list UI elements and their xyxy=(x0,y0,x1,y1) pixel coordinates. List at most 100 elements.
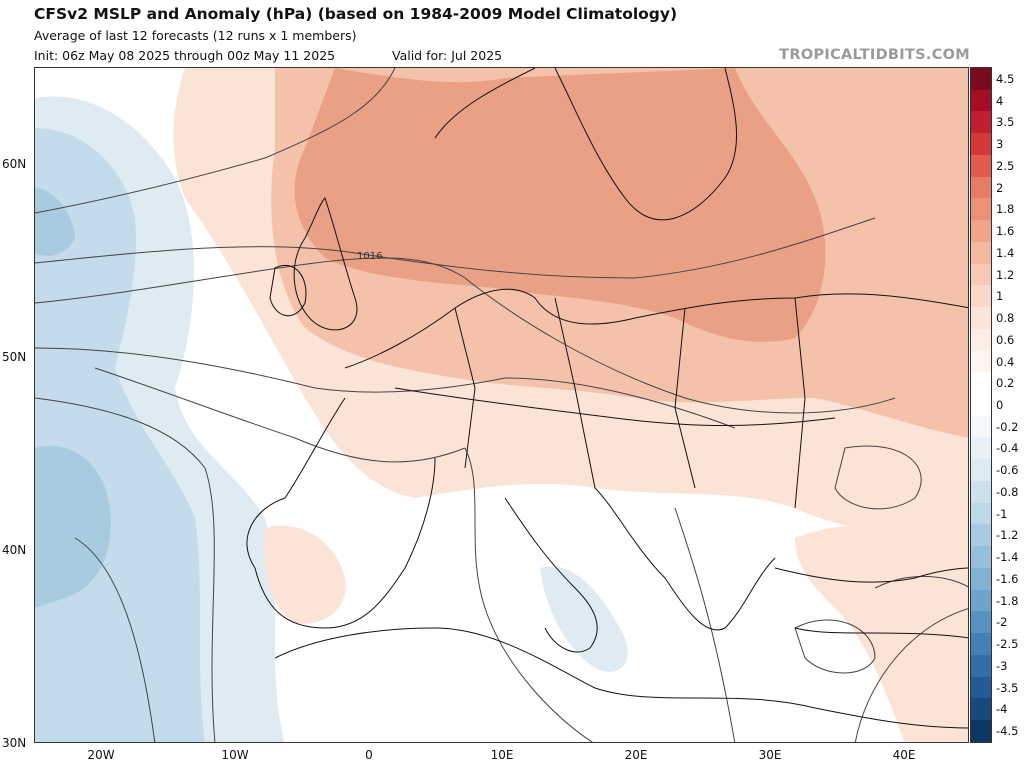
colorbar-segment xyxy=(971,480,991,503)
colorbar-segment xyxy=(971,220,991,242)
colorbar-segment xyxy=(971,372,991,395)
isobar-12 xyxy=(874,576,968,589)
init-range: Init: 06z May 08 2025 through 00z May 11… xyxy=(34,48,336,63)
isobar-8 xyxy=(464,447,593,742)
positive-anomaly-strong xyxy=(294,68,826,342)
colorbar-tick-label: 1.4 xyxy=(996,245,1015,260)
coast-ireland xyxy=(269,265,307,316)
lat-label-30n: 30N xyxy=(2,736,27,750)
colorbar-tick-label: 0.2 xyxy=(996,376,1015,391)
colorbar-tick-label: 1.8 xyxy=(996,202,1015,217)
colorbar-segment xyxy=(971,241,991,264)
colorbar-tick-label: -4.5 xyxy=(996,724,1019,739)
colorbar-segment xyxy=(971,654,991,677)
colorbar-segment xyxy=(971,263,991,286)
map-canvas: 1016 xyxy=(35,68,968,742)
isobar-2 xyxy=(35,217,876,279)
colorbar-tick-label: 0 xyxy=(996,398,1004,412)
colorbar-segment xyxy=(971,328,991,351)
colorbar-tick-label: -0.2 xyxy=(996,419,1019,434)
colorbar-segment xyxy=(971,307,991,329)
lon-label-30e: 30E xyxy=(758,748,782,762)
colorbar-segment xyxy=(971,633,991,655)
isobar-1 xyxy=(35,68,396,214)
colorbar-tick-label: 4.5 xyxy=(996,71,1015,86)
border-inland-3 xyxy=(674,307,696,489)
colorbar-tick-label: 3 xyxy=(996,137,1004,152)
colorbar-tick-label: -2.5 xyxy=(996,637,1019,652)
lat-label-50n: 50N xyxy=(2,350,27,364)
colorbar-tick-label: -1 xyxy=(996,506,1008,521)
lon-label-20w: 20W xyxy=(87,748,115,762)
colorbar-segment xyxy=(971,154,991,177)
border-inland-4 xyxy=(794,297,806,509)
colorbar-segment xyxy=(971,133,991,155)
isobar-11 xyxy=(794,619,876,674)
colorbar-segment xyxy=(971,89,991,112)
colorbar-tick-label: 0.4 xyxy=(996,354,1015,369)
anomaly-colorbar xyxy=(970,67,992,743)
colorbar-tick-label: -4 xyxy=(996,702,1008,717)
lon-label-20e: 20E xyxy=(624,748,648,762)
lon-label-40e: 40E xyxy=(892,748,916,762)
colorbar-tick-label: -2 xyxy=(996,615,1008,630)
colorbar-segment xyxy=(971,285,991,308)
coast-italy xyxy=(504,497,598,653)
colorbar-segment xyxy=(971,502,991,525)
colorbar-segment xyxy=(971,524,991,547)
colorbar-tick-label: -1.2 xyxy=(996,528,1019,543)
colorbar-tick-label: 0.8 xyxy=(996,311,1015,326)
isobar-7 xyxy=(74,537,156,742)
colorbar-segment xyxy=(971,68,991,90)
isobar-5 xyxy=(35,397,216,742)
negative-anomaly-north xyxy=(35,188,75,256)
colorbar-segment xyxy=(971,111,991,134)
colorbar-tick-label: -1.8 xyxy=(996,593,1019,608)
colorbar-segment xyxy=(971,676,991,699)
isobar-13 xyxy=(854,608,968,742)
isobar-6 xyxy=(94,367,466,463)
valid-period: Valid for: Jul 2025 xyxy=(392,48,503,63)
coast-iberia xyxy=(246,397,436,629)
colorbar-tick-label: -0.4 xyxy=(996,441,1019,456)
colorbar-tick-label: -0.8 xyxy=(996,484,1019,499)
coast-britain xyxy=(293,197,358,331)
coast-mainland xyxy=(344,288,968,369)
positive-anomaly-iberia xyxy=(263,525,346,624)
colorbar-tick-label: -3.5 xyxy=(996,680,1019,695)
colorbar-segment xyxy=(971,394,991,416)
colorbar-segment xyxy=(971,698,991,721)
isobar-10 xyxy=(834,445,922,510)
anomaly-map: 1016 xyxy=(34,67,969,743)
colorbar-tick-label: 1.2 xyxy=(996,267,1015,282)
border-inland-2 xyxy=(554,297,596,489)
negative-anomaly-ionian xyxy=(540,566,628,672)
colorbar-tick-label: -0.6 xyxy=(996,463,1019,478)
negative-anomaly-atlantic-core xyxy=(35,446,111,608)
colorbar-tick-label: 2 xyxy=(996,180,1004,195)
lat-label-60n: 60N xyxy=(2,157,27,171)
colorbar-segment xyxy=(971,546,991,568)
isobar-label: 1016 xyxy=(357,251,382,262)
coast-scandinavia xyxy=(434,68,737,221)
coast-north-africa xyxy=(274,627,968,729)
colorbar-tick-label: 3.5 xyxy=(996,115,1015,130)
source-watermark: TROPICALTIDBITS.COM xyxy=(779,47,970,63)
colorbar-segment xyxy=(971,350,991,373)
colorbar-tick-label: -1.4 xyxy=(996,550,1019,565)
colorbar-segment xyxy=(971,437,991,460)
colorbar-tick-label: -1.6 xyxy=(996,571,1019,586)
coast-turkey xyxy=(774,567,968,639)
border-inland-5 xyxy=(394,387,836,426)
colorbar-segment xyxy=(971,415,991,438)
colorbar-tick-label: 4 xyxy=(996,93,1004,108)
lon-label-10e: 10E xyxy=(490,748,514,762)
colorbar-tick-label: 2.5 xyxy=(996,158,1015,173)
colorbar-segment xyxy=(971,611,991,634)
map-title: CFSv2 MSLP and Anomaly (hPa) (based on 1… xyxy=(34,5,678,23)
colorbar-segment xyxy=(971,459,991,481)
colorbar-segment xyxy=(971,720,991,742)
isobar-9 xyxy=(674,507,736,742)
coast-balkans xyxy=(594,487,776,631)
colorbar-tick-label: 0.6 xyxy=(996,332,1015,347)
